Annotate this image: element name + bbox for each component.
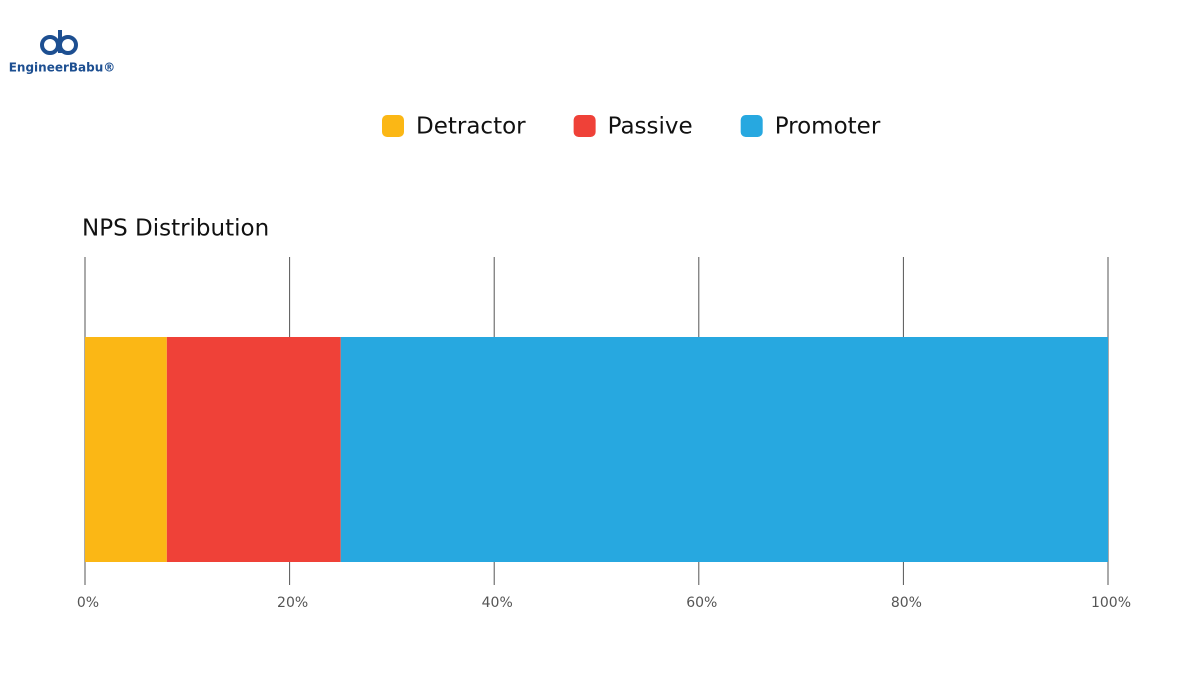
legend-label: Passive bbox=[608, 114, 693, 140]
legend-swatch bbox=[740, 115, 763, 137]
chart-title: NPS Distribution bbox=[82, 216, 269, 242]
legend-swatch bbox=[382, 115, 404, 137]
x-tick-label: 20% bbox=[277, 595, 308, 611]
x-tick-label: 40% bbox=[482, 595, 513, 611]
x-tick-label: 60% bbox=[686, 595, 717, 611]
logo-icon bbox=[40, 30, 78, 55]
x-tick-label: 100% bbox=[1091, 595, 1131, 611]
bar-segment bbox=[340, 337, 1108, 562]
x-tick-label: 80% bbox=[891, 595, 922, 611]
logo-text: EngineerBabu® bbox=[9, 61, 116, 75]
legend-swatch bbox=[573, 115, 596, 137]
bar-segment bbox=[166, 337, 341, 562]
legend-label: Detractor bbox=[416, 114, 526, 140]
bar-segment bbox=[85, 337, 167, 562]
legend-label: Promoter bbox=[775, 114, 881, 140]
x-tick-label: 0% bbox=[77, 595, 99, 611]
